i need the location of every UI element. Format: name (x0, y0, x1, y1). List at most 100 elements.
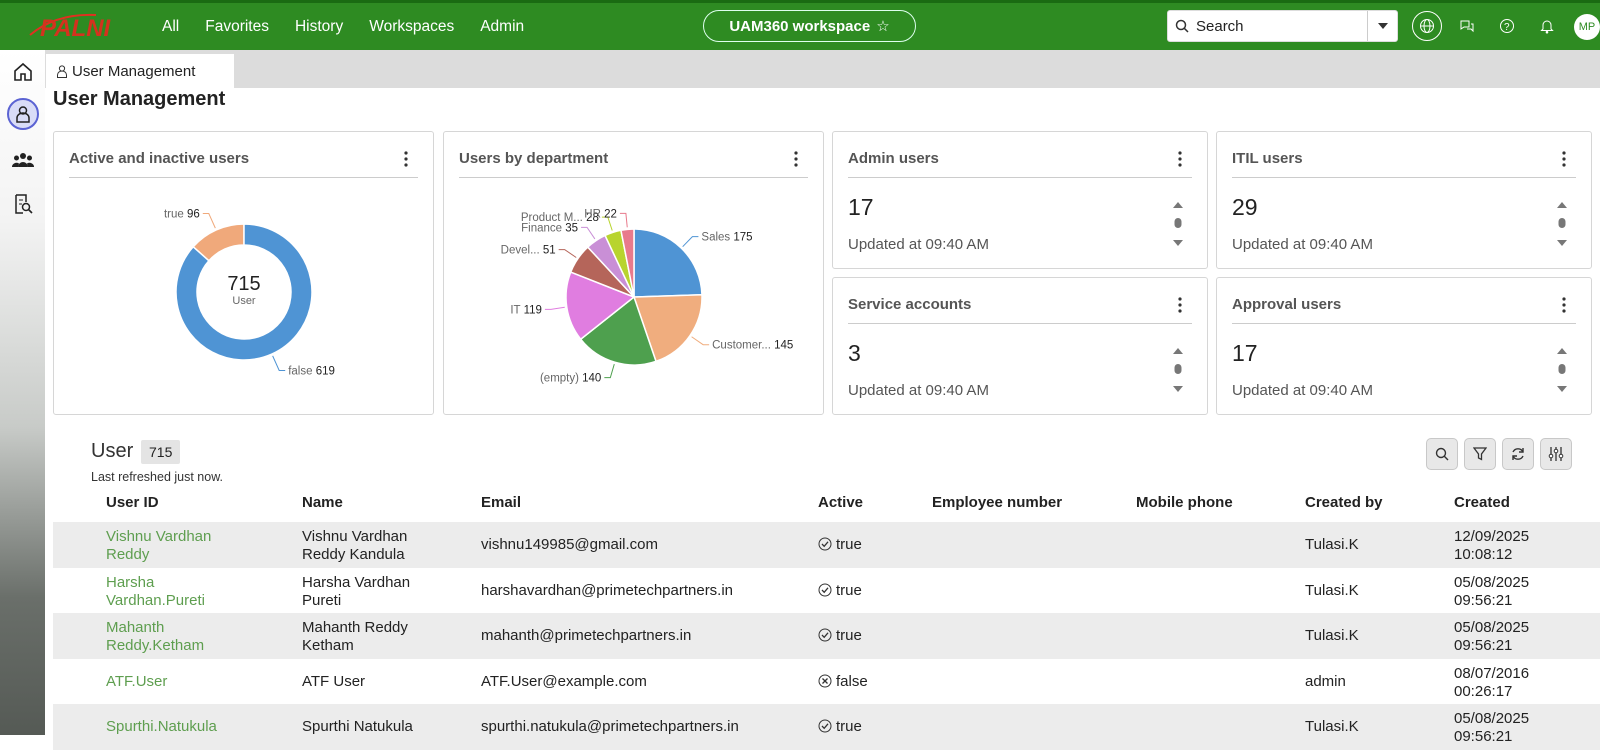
more-options-icon[interactable] (1177, 296, 1183, 314)
active-value: true (836, 536, 862, 553)
tab-user-management[interactable]: User Management (46, 54, 234, 88)
global-search[interactable]: Search (1167, 10, 1398, 42)
user-icon (57, 64, 67, 78)
active-cell: true (818, 582, 862, 600)
user-id-link[interactable]: Mahanth Reddy.Ketham (106, 619, 204, 655)
slice-label: Sales 175 (701, 232, 752, 244)
column-header-created-by[interactable]: Created by (1305, 494, 1383, 511)
home-icon[interactable] (7, 56, 39, 88)
help-icon[interactable]: ? (1492, 11, 1522, 41)
table-row[interactable]: Vishnu Vardhan Reddy Vishnu Vardhan Reddy … (53, 522, 1600, 568)
user-icon[interactable] (7, 98, 39, 130)
slice-false[interactable] (175, 223, 313, 361)
user-id-line: Reddy.Ketham (106, 637, 205, 654)
column-header-active[interactable]: Active (818, 494, 864, 511)
created-by-cell: Tulasi.K (1305, 536, 1359, 553)
approval-users-card[interactable]: Approval users 17 Updated at 09:40 AM (1216, 277, 1592, 415)
active-value: true (836, 581, 862, 599)
service-accounts-card[interactable]: Service accounts 3 Updated at 09:40 AM (832, 277, 1208, 415)
pager-icon[interactable] (1171, 198, 1185, 250)
more-options-icon[interactable] (1177, 150, 1183, 168)
user-id-link[interactable]: Spurthi.Natukula (106, 718, 217, 735)
search-input[interactable]: Search (1196, 17, 1244, 35)
created-time: 00:26:17 (1454, 682, 1513, 700)
refresh-button[interactable] (1502, 438, 1534, 470)
name-line: Vishnu Vardhan (302, 528, 408, 545)
globe-icon[interactable] (1412, 11, 1442, 41)
pager-icon[interactable] (1555, 198, 1569, 250)
user-id-link[interactable]: ATF.User (106, 672, 168, 690)
slice-label: (empty) 140 (540, 373, 601, 385)
itil-users-card[interactable]: ITIL users 29 Updated at 09:40 AM (1216, 131, 1592, 269)
active-cell: true (818, 627, 862, 645)
slice-empty[interactable] (579, 295, 657, 366)
bell-icon[interactable] (1532, 11, 1562, 41)
created-date: 08/07/2016 (1454, 664, 1530, 682)
nav-all[interactable]: All (162, 17, 180, 35)
more-options-icon[interactable] (793, 150, 799, 168)
user-id-line: Mahanth (106, 619, 165, 636)
workspace-button[interactable]: UAM360 workspace ☆ (703, 10, 916, 42)
created-by-cell: Tulasi.K (1305, 581, 1359, 599)
column-header-mobile-phone[interactable]: Mobile phone (1136, 494, 1233, 511)
created-cell: 05/08/2025 09:56:21 (1454, 710, 1529, 746)
more-options-icon[interactable] (403, 150, 409, 168)
table-toolbar (1426, 438, 1572, 470)
nav-history[interactable]: History (294, 17, 344, 35)
user-id-line: Reddy (106, 546, 150, 563)
slice-label: HR 22 (584, 208, 617, 220)
logo-text: PALNI (40, 15, 112, 42)
admin-users-card[interactable]: Admin users 17 Updated at 09:40 AM (832, 131, 1208, 269)
table-row[interactable]: Harsha Vardhan.Pureti Harsha Vardhan Puret… (53, 568, 1600, 614)
email-cell: mahanth@primetechpartners.in (481, 627, 692, 644)
pie-chart: Sales 175 Customer... 145 (empty) 140 IT 11… (501, 208, 794, 385)
nav-admin[interactable]: Admin (480, 17, 525, 35)
active-cell: true (818, 718, 862, 736)
search-button[interactable] (1426, 438, 1458, 470)
slice-it[interactable] (565, 271, 636, 341)
active-cell: false (818, 673, 868, 691)
chat-icon[interactable] (1452, 11, 1482, 41)
settings-button[interactable] (1540, 438, 1572, 470)
created-by-cell: Tulasi.K (1305, 627, 1359, 644)
workspace-label: UAM360 workspace (729, 17, 871, 35)
filter-button[interactable] (1464, 438, 1496, 470)
slice-hr[interactable] (620, 228, 635, 298)
slice-label: Finance 35 (521, 222, 578, 234)
group-icon[interactable] (7, 144, 39, 176)
column-header-user-id[interactable]: User ID (106, 494, 159, 511)
created-cell: 05/08/2025 09:56:21 (1454, 574, 1529, 610)
column-header-email[interactable]: Email (481, 494, 522, 511)
avatar[interactable]: MP (1574, 14, 1600, 40)
email-cell: harshavardhan@primetechpartners.in (481, 581, 734, 599)
column-header-employee-number[interactable]: Employee number (932, 494, 1063, 511)
pager-icon[interactable] (1171, 344, 1185, 396)
more-options-icon[interactable] (1561, 296, 1567, 314)
department-card: Users by department Sales 175 Customer...… (443, 131, 824, 415)
user-id-link[interactable]: Vishnu Vardhan Reddy (106, 528, 211, 564)
nav-favorites[interactable]: Favorites (205, 17, 269, 35)
name-line: Pureti (302, 591, 342, 609)
palni-logo[interactable]: PALNI (26, 9, 132, 43)
table-row[interactable]: ATF.User ATF User ATF.User@example.com f… (53, 659, 1600, 705)
check-circle-icon (818, 537, 832, 551)
chevron-down-icon[interactable] (1367, 11, 1397, 41)
updated-text: Updated at 09:40 AM (1232, 236, 1373, 253)
table-row[interactable]: Mahanth Reddy.Ketham Mahanth Reddy Ketham … (53, 613, 1600, 659)
column-header-name[interactable]: Name (302, 494, 343, 511)
slice-label: IT 119 (510, 304, 542, 316)
name-line: Harsha Vardhan (302, 573, 411, 591)
column-header-created[interactable]: Created (1454, 494, 1510, 511)
pager-icon[interactable] (1555, 344, 1569, 396)
divider (1232, 177, 1576, 178)
star-icon[interactable]: ☆ (876, 18, 890, 35)
created-time: 09:56:21 (1454, 591, 1513, 609)
slice-sales[interactable] (633, 228, 703, 298)
user-id-link[interactable]: Harsha Vardhan.Pureti (106, 574, 205, 610)
created-cell: 08/07/2016 00:26:17 (1454, 665, 1529, 701)
report-search-icon[interactable] (7, 188, 39, 220)
table-row[interactable]: Spurthi.Natukula Spurthi Natukula spurth… (53, 704, 1600, 750)
more-options-icon[interactable] (1561, 150, 1567, 168)
nav-workspaces[interactable]: Workspaces (369, 17, 455, 35)
